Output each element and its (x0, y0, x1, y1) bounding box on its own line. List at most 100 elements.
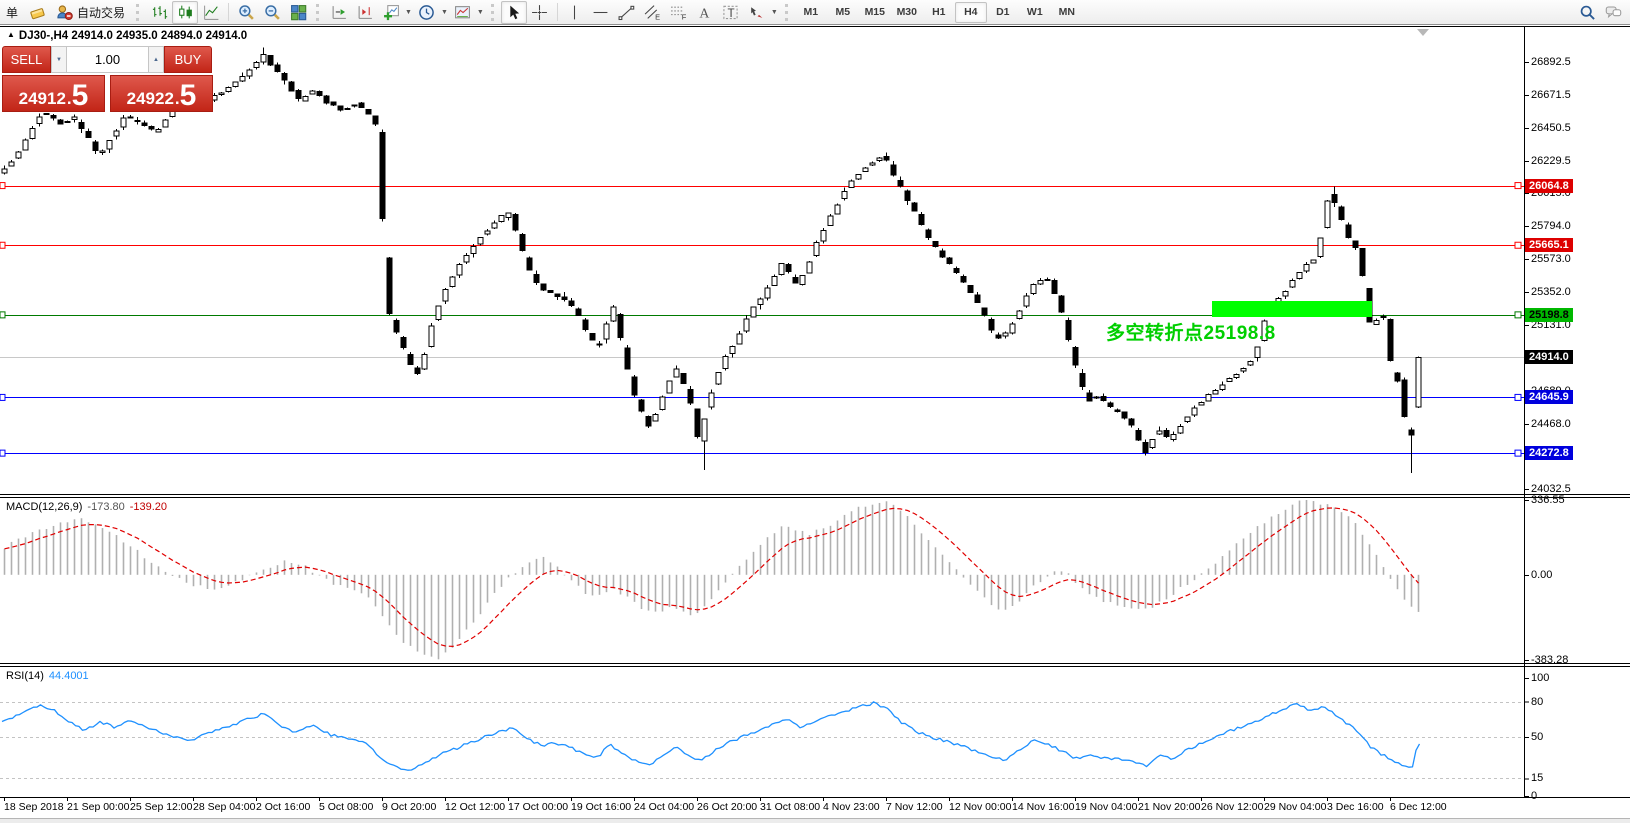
candle (827, 215, 834, 226)
buy-price-box[interactable]: 24922. 5 (110, 75, 213, 112)
line-handle[interactable] (1514, 182, 1522, 190)
chart-title: ▲ DJ30-,H4 24914.0 24935.0 24894.0 24914.… (7, 30, 247, 42)
line-handle[interactable] (0, 311, 6, 319)
arrows-button[interactable] (744, 1, 770, 24)
candle (1415, 356, 1422, 408)
timeframe-W1-button[interactable]: W1 (1026, 6, 1043, 18)
cursor-button[interactable] (500, 0, 527, 24)
dropdown-caret-icon[interactable]: ▼ (405, 8, 412, 16)
volume-increase-button[interactable]: ▲ (148, 46, 164, 73)
timeframe-M15-button[interactable]: M15 (864, 6, 885, 18)
candle (337, 105, 344, 111)
periods-icon (418, 4, 435, 21)
one-click-trading-panel: SELL ▼ ▲ BUY 24912.5 24922.5 (2, 46, 213, 112)
crosshair-button[interactable] (527, 1, 553, 24)
timeframe-M1-button[interactable]: M1 (803, 6, 819, 18)
volume-input[interactable] (67, 46, 148, 73)
tile-windows-button[interactable] (285, 1, 311, 24)
candle (36, 116, 43, 124)
line-handle[interactable] (1514, 311, 1522, 319)
vertical-line-button[interactable] (562, 1, 588, 24)
timeframe-H1-button[interactable]: H1 (932, 6, 946, 18)
candle (694, 408, 701, 437)
chart-shift-button[interactable] (352, 1, 378, 24)
candle (1401, 379, 1408, 418)
dropdown-caret-icon[interactable]: ▼ (770, 8, 778, 16)
templates-button[interactable] (450, 1, 476, 24)
highlight-zone[interactable] (1212, 301, 1372, 317)
candle (596, 343, 603, 346)
timeframe-H4-button[interactable]: H4 (954, 1, 987, 23)
dropdown-caret-icon[interactable]: ▼ (440, 8, 448, 16)
candle (729, 345, 736, 355)
indicators-button[interactable] (378, 1, 404, 24)
sell-price-dot: . (66, 89, 72, 108)
line-handle[interactable] (0, 449, 6, 457)
chart-annotation-text[interactable]: 多空转折点25198.8 (1106, 323, 1276, 344)
candlestick-chart-icon (177, 4, 194, 21)
candle (680, 373, 687, 384)
line-handle[interactable] (0, 241, 6, 249)
candle (463, 254, 470, 263)
autotrading-button[interactable]: 自动交易 (50, 1, 131, 24)
candle (974, 294, 981, 303)
candle (365, 108, 372, 115)
text-label-button[interactable]: T (718, 1, 744, 24)
horizontal-line-button[interactable] (588, 1, 614, 24)
zoom-in-button[interactable] (233, 1, 259, 24)
bar-chart-icon (151, 4, 168, 21)
candle (1142, 441, 1149, 453)
order-icon-button[interactable] (24, 1, 50, 24)
chart-shift-marker[interactable] (1417, 29, 1429, 36)
buy-button[interactable]: BUY (164, 46, 212, 73)
auto-scroll-button[interactable] (326, 1, 352, 24)
line-handle[interactable] (1514, 393, 1522, 401)
dropdown-caret-icon[interactable]: ▼ (476, 8, 484, 16)
candle (547, 290, 554, 294)
line-handle[interactable] (0, 182, 6, 190)
candle (1023, 295, 1030, 307)
window-bottom-frame (0, 818, 1630, 823)
zoom-out-button[interactable] (259, 1, 285, 24)
equidistant-channel-icon: E (644, 4, 661, 21)
candlestick-chart-button[interactable] (172, 0, 199, 24)
sell-button[interactable]: SELL (2, 46, 51, 73)
text-label-icon: T (722, 4, 739, 21)
trendline-button[interactable] (614, 1, 640, 24)
timeframe-M30-button[interactable]: M30 (896, 6, 917, 18)
candle (1156, 430, 1163, 435)
candle (421, 353, 428, 370)
candle (666, 380, 673, 394)
timeframe-M5-button[interactable]: M5 (835, 6, 851, 18)
volume-decrease-button[interactable]: ▼ (51, 46, 67, 73)
line-handle[interactable] (1514, 241, 1522, 249)
toolbar-separator (228, 3, 230, 21)
search-button[interactable] (1574, 1, 1600, 24)
new-order-button[interactable]: 单 (0, 1, 24, 24)
candle (610, 306, 617, 322)
candle (393, 320, 400, 333)
candle (771, 275, 778, 286)
bar-chart-button[interactable] (146, 1, 172, 24)
periods-button[interactable] (414, 1, 440, 24)
sell-price-box[interactable]: 24912. 5 (2, 75, 105, 112)
candle (967, 284, 974, 294)
text-button[interactable]: A (692, 1, 718, 24)
zoom-in-icon (238, 4, 255, 21)
line-handle[interactable] (0, 393, 6, 401)
timeframe-D1-button[interactable]: D1 (996, 6, 1010, 18)
tile-windows-icon (290, 4, 307, 21)
toolbar-separator (556, 3, 558, 21)
community-chat-button[interactable] (1600, 1, 1626, 24)
line-handle[interactable] (1514, 449, 1522, 457)
candle (1359, 248, 1366, 277)
arrows-icon (748, 4, 765, 21)
candle (302, 95, 309, 102)
fibonacci-button[interactable]: F (666, 1, 692, 24)
line-chart-button[interactable] (198, 1, 224, 24)
collapse-panel-icon[interactable]: ▲ (7, 30, 15, 39)
equidistant-channel-button[interactable]: E (640, 1, 666, 24)
candle (1121, 411, 1128, 419)
timeframe-MN-button[interactable]: MN (1058, 6, 1075, 18)
